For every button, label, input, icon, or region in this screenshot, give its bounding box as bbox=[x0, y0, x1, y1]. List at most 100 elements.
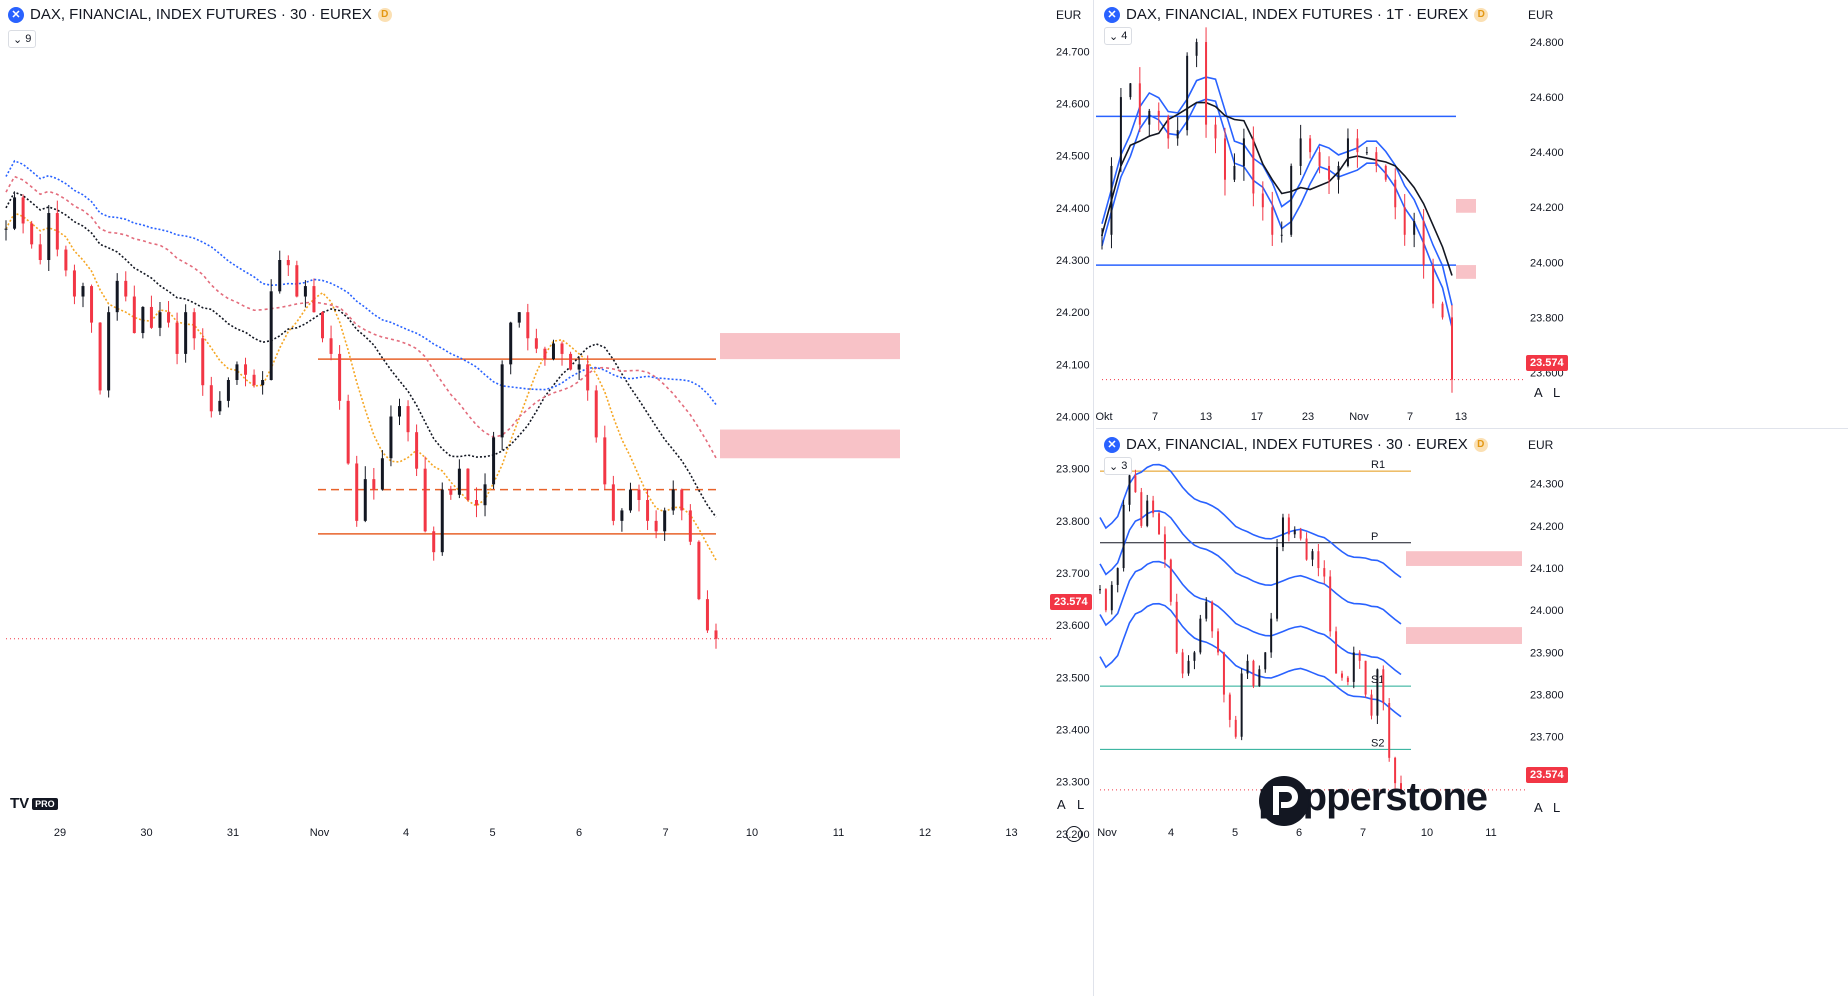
candle-body bbox=[1122, 504, 1125, 569]
candle-body bbox=[1157, 110, 1160, 117]
x-tick-label: 31 bbox=[227, 827, 239, 839]
chevron-down-icon: ⌄ bbox=[1109, 460, 1119, 473]
candle-body bbox=[1287, 517, 1290, 535]
candle-body bbox=[338, 353, 342, 401]
x-tick-label: 5 bbox=[1232, 827, 1238, 839]
x-tick-label: 12 bbox=[919, 827, 931, 839]
candle-body bbox=[13, 197, 17, 229]
candle-body bbox=[457, 468, 461, 495]
candle-body bbox=[1309, 138, 1312, 153]
candle-body bbox=[1101, 234, 1103, 236]
daily-chart-canvas[interactable]: 24.80024.60024.40024.20024.00023.80023.6… bbox=[1096, 0, 1848, 428]
candle-body bbox=[329, 338, 333, 354]
y-tick-label: 23.300 bbox=[1056, 777, 1090, 789]
candle-body bbox=[560, 343, 564, 354]
candle-body bbox=[1422, 221, 1425, 266]
x-tick-label: 13 bbox=[1455, 411, 1467, 423]
indicator-count: 4 bbox=[1121, 30, 1128, 42]
candle-body bbox=[474, 500, 478, 506]
indicator-toggle[interactable]: ⌄ 9 bbox=[8, 30, 37, 48]
candle-body bbox=[4, 228, 8, 230]
candle-body bbox=[1138, 83, 1141, 125]
candle-body bbox=[1394, 179, 1397, 208]
candle-body bbox=[1305, 538, 1308, 560]
candle-body bbox=[1384, 165, 1387, 180]
x-tick-label: 7 bbox=[1152, 411, 1158, 423]
pivot-chart-canvas[interactable]: 24.300 24.200 24.100 24.000 23.900 23.800 23.7… bbox=[1096, 430, 1848, 996]
x-tick-label: Nov bbox=[1097, 827, 1117, 839]
candle-body bbox=[1128, 475, 1131, 505]
last-price-tag: 23.574 bbox=[1526, 767, 1568, 783]
moving-average-line bbox=[1099, 560, 1402, 676]
y-tick-label: 24.200 bbox=[1530, 202, 1564, 214]
y-tick-label: 24.700 bbox=[1056, 46, 1090, 58]
pivot-label: P bbox=[1371, 531, 1378, 543]
pepperstone-mark-icon bbox=[1259, 776, 1309, 826]
moving-average-line bbox=[1101, 98, 1453, 328]
main-chart-title: DAX, FINANCIAL, INDEX FUTURES · 30 · EUR… bbox=[30, 6, 372, 23]
candle-body bbox=[1352, 652, 1355, 682]
y-tick-label: 24.100 bbox=[1530, 563, 1564, 575]
currency-label[interactable]: EUR bbox=[1528, 438, 1554, 452]
log-scale-button[interactable]: L bbox=[1077, 797, 1085, 812]
daily-chart-pane[interactable]: 24.800 24.600 24.400 24.200 24.000 23.800 23.6… bbox=[1096, 0, 1848, 429]
x-tick-label: 30 bbox=[140, 827, 152, 839]
candle-body bbox=[1328, 165, 1331, 180]
x-tick-label: 7 bbox=[1360, 827, 1366, 839]
indicator-toggle[interactable]: ⌄ 4 bbox=[1104, 27, 1133, 45]
currency-label[interactable]: EUR bbox=[1056, 8, 1082, 22]
settings-icon[interactable] bbox=[1066, 826, 1082, 842]
log-scale-button[interactable]: L bbox=[1553, 800, 1561, 815]
supply-zone bbox=[1456, 265, 1476, 279]
candle-body bbox=[415, 432, 419, 469]
supply-zone bbox=[720, 333, 900, 360]
main-chart-canvas[interactable]: 24.700 24.600 24.500 24.400 24.300 24.200 24.1… bbox=[0, 0, 1093, 996]
auto-scale-button[interactable]: A bbox=[1534, 385, 1543, 400]
candle-body bbox=[432, 531, 436, 553]
delayed-badge: D bbox=[1473, 437, 1488, 452]
symbol-logo-icon: ✕ bbox=[8, 6, 24, 23]
candle-body bbox=[697, 541, 701, 600]
currency-label[interactable]: EUR bbox=[1528, 8, 1554, 22]
candle-body bbox=[1335, 631, 1338, 674]
y-tick-label: 23.900 bbox=[1530, 647, 1564, 659]
candle-body bbox=[81, 286, 85, 297]
x-tick-label: Okt bbox=[1096, 411, 1113, 423]
candle-body bbox=[1323, 568, 1326, 577]
y-tick-label: 24.300 bbox=[1530, 479, 1564, 491]
candle-body bbox=[1388, 703, 1391, 758]
candle-body bbox=[38, 244, 42, 260]
y-tick-label: 24.000 bbox=[1530, 605, 1564, 617]
supply-zone bbox=[1406, 627, 1522, 644]
x-tick-label: 13 bbox=[1200, 411, 1212, 423]
pivot-chart-pane[interactable]: 24.300 24.200 24.100 24.000 23.900 23.800 23.7… bbox=[1096, 430, 1848, 996]
x-tick-label: 7 bbox=[1407, 411, 1413, 423]
candle-body bbox=[321, 312, 325, 339]
candle-body bbox=[551, 343, 555, 360]
candle-body bbox=[141, 306, 145, 334]
candle-body bbox=[628, 489, 632, 511]
moving-average-line bbox=[1099, 602, 1402, 718]
x-tick-label: 4 bbox=[403, 827, 409, 839]
candle-body bbox=[1346, 138, 1349, 166]
candle-body bbox=[30, 223, 34, 245]
x-tick-label: 29 bbox=[54, 827, 66, 839]
candle-body bbox=[1364, 660, 1367, 695]
log-scale-button[interactable]: L bbox=[1553, 385, 1561, 400]
candle-body bbox=[1116, 568, 1119, 585]
tradingview-logo: TV PRO bbox=[10, 795, 58, 812]
auto-scale-button[interactable]: A bbox=[1534, 800, 1543, 815]
indicator-toggle[interactable]: ⌄ 3 bbox=[1104, 457, 1133, 475]
main-chart-pane[interactable]: 24.700 24.600 24.500 24.400 24.300 24.200 24.1… bbox=[0, 0, 1094, 996]
x-tick-label: 7 bbox=[662, 827, 668, 839]
candle-body bbox=[423, 468, 427, 532]
moving-average-line bbox=[1099, 510, 1402, 625]
candle-body bbox=[1271, 207, 1274, 235]
auto-scale-button[interactable]: A bbox=[1057, 797, 1066, 812]
candle-body bbox=[1261, 193, 1264, 208]
candle-body bbox=[1140, 492, 1143, 526]
candle-body bbox=[1246, 660, 1249, 674]
y-tick-label: 23.500 bbox=[1056, 672, 1090, 684]
candle-body bbox=[124, 280, 128, 297]
y-tick-label: 24.500 bbox=[1056, 151, 1090, 163]
